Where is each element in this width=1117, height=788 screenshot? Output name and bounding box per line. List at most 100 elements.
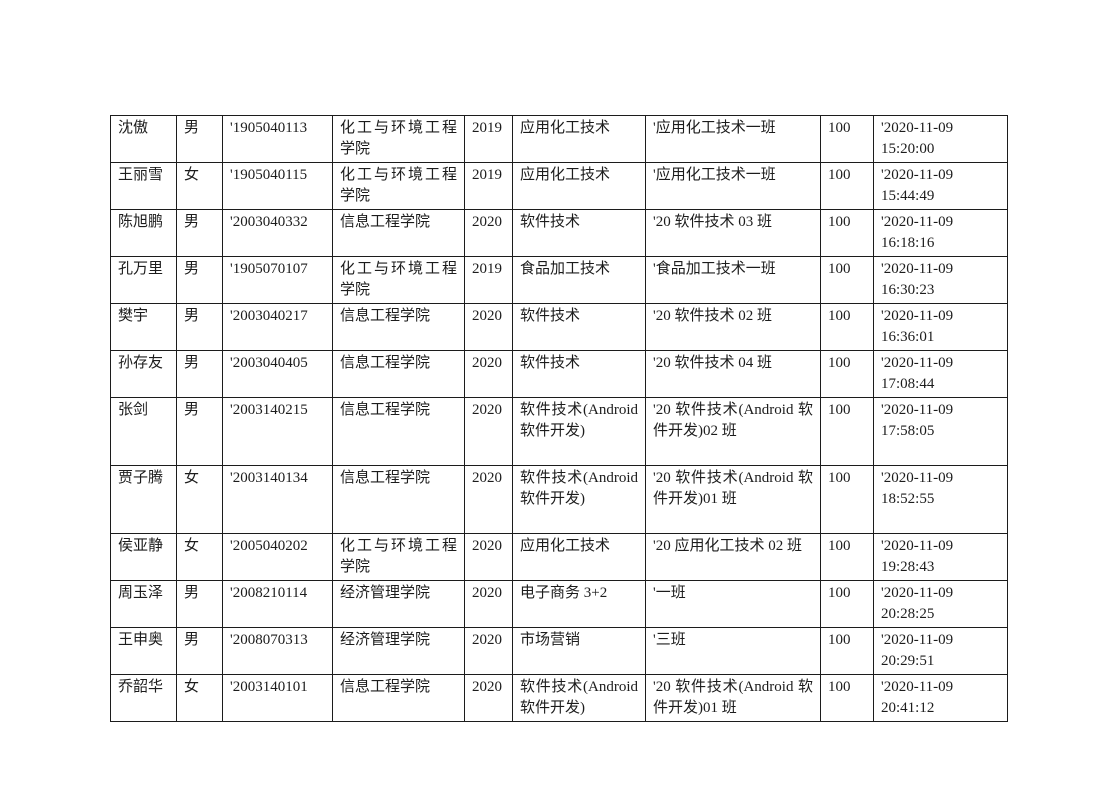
cell-text: 2020 (472, 538, 502, 554)
cell-text: 2020 (472, 470, 502, 486)
cell-gender: 男 (176, 627, 223, 675)
cell-gender: 男 (176, 303, 223, 351)
cell-college: 经济管理学院 (332, 580, 465, 628)
cell-name: 周玉泽 (110, 580, 177, 628)
cell-gender: 女 (176, 162, 223, 210)
cell-college: 经济管理学院 (332, 627, 465, 675)
cell-text: '20 软件技术(Android 软件开发)01 班 (653, 470, 813, 507)
cell-text: 100 (828, 679, 851, 695)
cell-text: 男 (184, 402, 200, 418)
student-table: 沈傲男 '1905040113 化工与环境工程学院 2019 应用化工技术 '应用化工技术… (110, 115, 1008, 722)
cell-text: 男 (184, 214, 200, 230)
cell-text: 软件技术(Android 软件开发) (520, 470, 638, 507)
cell-major: 软件技术(Android 软件开发) (512, 465, 646, 534)
cell-text: 女 (184, 470, 200, 486)
cell-text: '2020-11-09 16:30:23 (881, 261, 954, 298)
cell-class_name: '应用化工技术一班 (645, 115, 821, 163)
cell-score: 100 (820, 465, 874, 534)
cell-text: 男 (184, 120, 200, 136)
cell-text: 信息工程学院 (340, 470, 431, 486)
cell-text: 信息工程学院 (340, 679, 431, 695)
cell-text: 化工与环境工程学院 (340, 538, 457, 575)
cell-submit_time: '2020-11-09 18:52:55 (873, 465, 1008, 534)
cell-class_name: '20 软件技术 04 班 (645, 350, 821, 398)
cell-text: 2020 (472, 355, 502, 371)
student-table-body: 沈傲男 '1905040113 化工与环境工程学院 2019 应用化工技术 '应用化工技术… (110, 115, 1008, 722)
cell-text: 100 (828, 214, 851, 230)
cell-major: 应用化工技术 (512, 533, 646, 581)
cell-text: '2020-11-09 17:58:05 (881, 402, 954, 439)
cell-enroll_year: 2019 (464, 162, 513, 210)
cell-text: 2019 (472, 167, 502, 183)
cell-text: 2020 (472, 679, 502, 695)
cell-college: 化工与环境工程学院 (332, 115, 465, 163)
cell-college: 信息工程学院 (332, 303, 465, 351)
cell-gender: 男 (176, 397, 223, 466)
cell-text: 王申奥 (118, 632, 164, 648)
cell-major: 市场营销 (512, 627, 646, 675)
cell-text: '2003040405 (230, 355, 308, 371)
cell-text: '20 软件技术(Android 软件开发)02 班 (653, 402, 813, 439)
cell-text: '1905070107 (230, 261, 308, 277)
cell-text: 化工与环境工程学院 (340, 167, 457, 204)
cell-text: 市场营销 (520, 632, 581, 648)
cell-enroll_year: 2020 (464, 397, 513, 466)
cell-text: 男 (184, 355, 200, 371)
cell-score: 100 (820, 350, 874, 398)
cell-text: 王丽雪 (118, 167, 164, 183)
cell-submit_time: '2020-11-09 16:36:01 (873, 303, 1008, 351)
cell-student_id: '2008070313 (222, 627, 333, 675)
cell-text: 100 (828, 261, 851, 277)
cell-student_id: '2003140215 (222, 397, 333, 466)
cell-text: 100 (828, 120, 851, 136)
cell-text: 2020 (472, 308, 502, 324)
cell-submit_time: '2020-11-09 17:08:44 (873, 350, 1008, 398)
cell-college: 信息工程学院 (332, 350, 465, 398)
cell-text: '2020-11-09 20:28:25 (881, 585, 954, 622)
cell-name: 孔万里 (110, 256, 177, 304)
cell-major: 电子商务 3+2 (512, 580, 646, 628)
cell-gender: 男 (176, 580, 223, 628)
cell-text: 食品加工技术 (520, 261, 611, 277)
cell-text: '2003040217 (230, 308, 308, 324)
cell-score: 100 (820, 397, 874, 466)
cell-class_name: '20 软件技术 03 班 (645, 209, 821, 257)
cell-text: 孙存友 (118, 355, 164, 371)
cell-major: 应用化工技术 (512, 115, 646, 163)
cell-score: 100 (820, 580, 874, 628)
cell-text: 软件技术(Android 软件开发) (520, 402, 638, 439)
cell-text: '2003040332 (230, 214, 308, 230)
cell-enroll_year: 2019 (464, 256, 513, 304)
cell-major: 应用化工技术 (512, 162, 646, 210)
cell-submit_time: '2020-11-09 16:30:23 (873, 256, 1008, 304)
cell-text: 周玉泽 (118, 585, 164, 601)
cell-college: 信息工程学院 (332, 674, 465, 722)
cell-text: '三班 (653, 632, 686, 648)
cell-score: 100 (820, 256, 874, 304)
cell-enroll_year: 2020 (464, 465, 513, 534)
cell-class_name: '20 软件技术(Android 软件开发)01 班 (645, 674, 821, 722)
cell-college: 化工与环境工程学院 (332, 533, 465, 581)
cell-text: '1905040115 (230, 167, 308, 183)
cell-student_id: '1905040113 (222, 115, 333, 163)
cell-text: 2020 (472, 214, 502, 230)
cell-text: 男 (184, 585, 200, 601)
cell-student_id: '1905040115 (222, 162, 333, 210)
cell-class_name: '20 软件技术(Android 软件开发)02 班 (645, 397, 821, 466)
cell-gender: 男 (176, 115, 223, 163)
cell-text: 100 (828, 308, 851, 324)
cell-student_id: '1905070107 (222, 256, 333, 304)
cell-submit_time: '2020-11-09 15:44:49 (873, 162, 1008, 210)
cell-score: 100 (820, 674, 874, 722)
cell-submit_time: '2020-11-09 20:29:51 (873, 627, 1008, 675)
cell-name: 乔韶华 (110, 674, 177, 722)
cell-score: 100 (820, 627, 874, 675)
cell-name: 樊宇 (110, 303, 177, 351)
cell-text: '2003140215 (230, 402, 308, 418)
cell-major: 软件技术 (512, 350, 646, 398)
cell-text: 100 (828, 167, 851, 183)
cell-text: 张剑 (118, 402, 149, 418)
cell-student_id: '2008210114 (222, 580, 333, 628)
cell-score: 100 (820, 303, 874, 351)
